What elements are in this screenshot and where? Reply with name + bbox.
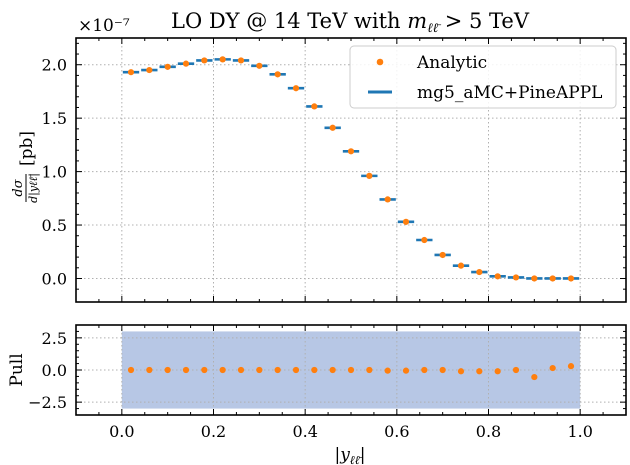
main-y-tick-labels: 0.0 0.5 1.0 1.5 2.0 (42, 56, 67, 289)
main-y-tick-label: 1.5 (42, 109, 67, 128)
pull-point (311, 366, 318, 374)
pull-point (512, 366, 520, 374)
legend-analytic-marker (376, 58, 384, 66)
pull-point (182, 366, 190, 374)
pull-y-tick-label: −2.5 (28, 393, 67, 412)
analytic-point (531, 275, 538, 282)
legend-box (349, 45, 617, 109)
analytic-point (219, 56, 226, 63)
analytic-point (549, 275, 556, 282)
pull-points (127, 363, 575, 381)
x-tick-label: 0.0 (109, 422, 134, 441)
x-axis-label: |yℓℓ̄| (334, 445, 365, 465)
x-tick-label: 0.6 (384, 422, 409, 441)
pull-point (329, 366, 336, 374)
pull-point (384, 367, 391, 374)
analytic-point (347, 148, 355, 155)
pull-point (274, 366, 281, 374)
chart-title: LO DY @ 14 TeV with mℓℓ̄ > 5 TeV (171, 9, 530, 36)
pull-point (146, 366, 153, 374)
analytic-point (421, 236, 428, 244)
x-tick-label: 0.2 (201, 422, 226, 441)
pull-grid (76, 325, 626, 415)
legend: Analytic mg5_aMC+PineAPPL (349, 45, 617, 109)
analytic-point (402, 218, 410, 225)
pull-y-tick-labels: −2.5 0.0 2.5 (28, 329, 67, 412)
main-y-tick-label: 0.5 (42, 216, 67, 235)
pull-point (347, 366, 355, 374)
analytic-point (494, 273, 501, 280)
pull-axis-ticks (75, 324, 627, 416)
analytic-point (567, 275, 575, 282)
analytic-point (256, 62, 263, 69)
analytic-point (164, 63, 171, 70)
pull-point (567, 363, 575, 370)
svg-text:dσ: dσ (11, 178, 26, 196)
analytic-points (127, 56, 575, 282)
pull-point (439, 366, 446, 374)
analytic-point (127, 69, 135, 76)
pull-y-axis-label: Pull (7, 353, 27, 386)
pull-point (457, 368, 465, 375)
analytic-point (292, 85, 300, 92)
pull-point (366, 366, 373, 374)
analytic-point (439, 251, 446, 259)
pull-point (201, 366, 208, 374)
pull-point (164, 366, 171, 374)
x-tick-label: 1.0 (567, 422, 592, 441)
analytic-point (182, 60, 190, 67)
x-tick-label: 0.4 (292, 422, 317, 441)
analytic-point (201, 57, 208, 64)
legend-pineappl-label: mg5_aMC+PineAPPL (417, 83, 602, 103)
analytic-point (384, 196, 391, 203)
main-axis-ticks (75, 38, 627, 302)
pull-plot-panel: −2.5 0.0 2.5 0.0 0.2 0.4 0.6 0.8 1.0 (28, 324, 627, 441)
legend-analytic-label: Analytic (416, 53, 487, 73)
analytic-point (274, 71, 281, 78)
pull-point (292, 366, 300, 374)
pull-point (531, 373, 538, 381)
analytic-point (329, 124, 336, 131)
pull-point (256, 366, 263, 374)
pull-point (494, 368, 501, 375)
pull-point (219, 366, 226, 374)
analytic-point (311, 103, 318, 110)
pull-point (549, 364, 556, 372)
analytic-point (512, 274, 520, 281)
analytic-point (146, 66, 153, 74)
main-y-axis-label: dσ d|yℓℓ̄| [pb] (11, 131, 41, 203)
analytic-point (366, 172, 373, 179)
pull-point (476, 368, 483, 375)
pull-point (402, 367, 410, 374)
analytic-point (237, 57, 245, 64)
pull-y-tick-label: 2.5 (42, 329, 67, 348)
pull-y-tick-label: 0.0 (42, 361, 67, 380)
x-tick-label: 0.8 (476, 422, 501, 441)
pull-point (421, 366, 428, 374)
main-y-tick-label: 0.0 (42, 269, 67, 288)
svg-text:d|yℓℓ̄|: d|yℓℓ̄| (27, 173, 41, 203)
main-y-tick-label: 1.0 (42, 163, 67, 182)
analytic-point (476, 268, 483, 276)
pull-point (127, 366, 135, 374)
x-tick-labels: 0.0 0.2 0.4 0.6 0.8 1.0 (109, 422, 593, 441)
pull-point (237, 366, 245, 374)
analytic-point (457, 262, 465, 269)
scale-factor-label: ×10⁻⁷ (78, 16, 130, 36)
main-y-tick-label: 2.0 (42, 56, 67, 75)
svg-text:|yℓℓ̄|: |yℓℓ̄| (334, 445, 365, 465)
svg-text:[pb]: [pb] (17, 131, 37, 166)
